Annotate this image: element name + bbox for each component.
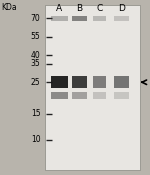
Bar bbox=[72, 76, 87, 88]
Bar bbox=[51, 92, 68, 99]
Bar bbox=[93, 76, 106, 88]
Text: 15: 15 bbox=[31, 109, 40, 118]
Text: A: A bbox=[56, 4, 62, 13]
Text: 35: 35 bbox=[31, 59, 40, 68]
Text: 10: 10 bbox=[31, 135, 40, 145]
Bar bbox=[114, 76, 129, 88]
Bar bbox=[51, 76, 68, 88]
Bar bbox=[72, 16, 87, 21]
Bar bbox=[45, 5, 140, 170]
Text: C: C bbox=[97, 4, 103, 13]
Text: KDa: KDa bbox=[2, 3, 17, 12]
Text: 25: 25 bbox=[31, 78, 40, 87]
Text: 55: 55 bbox=[31, 32, 40, 41]
Bar bbox=[93, 92, 106, 99]
Bar bbox=[93, 16, 106, 21]
Text: 70: 70 bbox=[31, 14, 40, 23]
Bar bbox=[114, 92, 129, 99]
Bar bbox=[72, 92, 87, 99]
Text: 40: 40 bbox=[31, 51, 40, 60]
Text: D: D bbox=[118, 4, 125, 13]
Bar bbox=[51, 16, 68, 21]
Bar bbox=[114, 16, 129, 21]
Text: B: B bbox=[76, 4, 82, 13]
